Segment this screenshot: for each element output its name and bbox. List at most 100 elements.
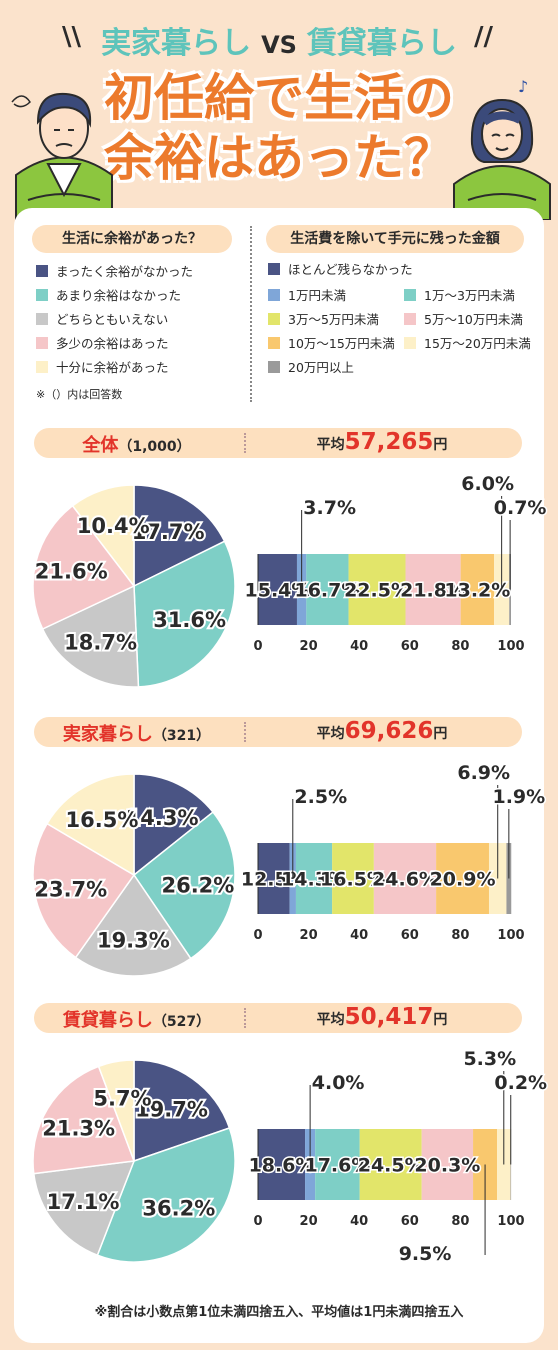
- pie-label: 21.6%: [35, 560, 108, 584]
- stacked-bar-chart: 0 20 40 60 80 100 18.6% 4.0% 17.6%24.5%20.3% 9.5%…: [247, 1047, 549, 1267]
- average-value: 69,626: [344, 718, 434, 744]
- x-tick-label: 60: [401, 928, 419, 943]
- header-vs: VS: [261, 31, 297, 59]
- pie-slice: [74, 873, 192, 977]
- bar-label: 24.5%: [358, 1155, 424, 1177]
- pie-slice: [71, 484, 135, 589]
- bar-label: 17.6%: [304, 1155, 370, 1177]
- main-title-line-1: 初任給で生活の: [104, 69, 454, 127]
- pie-label: 10.4%: [77, 514, 150, 538]
- legend-label: 1万〜3万円未満: [424, 288, 515, 303]
- x-tick-label: 40: [350, 639, 368, 654]
- pie-label: 14.3%: [126, 806, 199, 830]
- x-tick-label: 100: [497, 928, 524, 943]
- x-tick-label: 80: [451, 1214, 469, 1229]
- legend-swatch: [404, 337, 416, 349]
- legend-swatch: [36, 337, 48, 349]
- legend-left-heading: 生活に余裕があった？: [32, 225, 232, 253]
- legend-label: ほとんど残らなかった: [288, 262, 413, 277]
- svg-text:♪: ♪: [518, 80, 528, 96]
- legend-right-item: 10万〜15万円未満: [268, 336, 395, 352]
- bar-label: 12.5%: [241, 869, 307, 891]
- pie-label: 19.3%: [97, 929, 170, 953]
- bar-label: 5.3%: [463, 1048, 516, 1070]
- x-tick-label: 80: [451, 928, 469, 943]
- section-title: 全体（1,000）: [34, 431, 239, 457]
- section-name: 全体: [82, 435, 119, 456]
- average-unit: 円: [433, 726, 448, 742]
- pie-slice: [46, 773, 135, 877]
- pie-label: 23.7%: [34, 878, 107, 902]
- x-tick-label: 0: [253, 639, 262, 654]
- pie-slice: [96, 1127, 236, 1263]
- average-unit: 円: [433, 1012, 448, 1028]
- pie-slice: [32, 504, 136, 631]
- section-title: 賃貸暮らし（527）: [34, 1006, 239, 1032]
- section-header: 賃貸暮らし（527） 平均50,417円: [34, 1003, 522, 1033]
- section-title: 実家暮らし（321）: [34, 720, 239, 746]
- pie-label: 18.7%: [64, 630, 137, 654]
- bar-segment: [421, 1129, 474, 1200]
- average-label: 平均: [316, 437, 345, 453]
- average-label: 平均: [316, 1012, 345, 1028]
- bar-segment: [295, 843, 333, 914]
- x-tick-label: 20: [300, 928, 318, 943]
- section-header: 全体（1,000） 平均57,265円: [34, 428, 522, 458]
- bar-segment: [460, 554, 495, 625]
- x-tick-label: 0: [253, 928, 262, 943]
- bar-segment: [258, 1129, 306, 1200]
- bar-label: 2.5%: [294, 786, 347, 808]
- header-slash-left: \\: [62, 22, 81, 52]
- section-count: （1,000）: [118, 439, 191, 455]
- bar-label: 4.0%: [312, 1072, 365, 1094]
- legend-label: 3万〜5万円未満: [288, 312, 379, 327]
- legend-swatch: [268, 263, 280, 275]
- pie-label: 31.6%: [153, 608, 226, 632]
- pie-slice: [133, 484, 226, 588]
- bar-label: 16.5%: [320, 869, 386, 891]
- bar-label: 0.2%: [494, 1072, 547, 1094]
- legend-swatch: [36, 361, 48, 373]
- legend-right-item: 1万〜3万円未満: [404, 288, 515, 304]
- section-separator: [244, 433, 246, 453]
- pie-slice: [41, 584, 140, 688]
- bar-label: 14.3%: [281, 869, 347, 891]
- legend-label: 5万〜10万円未満: [424, 312, 523, 327]
- bar-segment: [436, 843, 489, 914]
- pie-label: 26.2%: [161, 874, 234, 898]
- legend-left-item: 十分に余裕があった: [36, 360, 169, 376]
- bar-label: 20.9%: [430, 869, 496, 891]
- legend-right-item: 3万〜5万円未満: [268, 312, 379, 328]
- legend-right-item: 1万円未満: [268, 288, 346, 304]
- woman-illustration: ♪: [453, 80, 551, 220]
- bar-label: 6.0%: [461, 473, 514, 495]
- bar-segment: [405, 554, 461, 625]
- x-tick-label: 20: [300, 639, 318, 654]
- legend-left-item: あまり余裕はなかった: [36, 288, 181, 304]
- pie-label: 5.7%: [93, 1086, 151, 1110]
- pie-slice: [97, 1059, 135, 1162]
- legend-right-heading: 生活費を除いて手元に残った金額: [266, 225, 524, 253]
- bar-label: 15.4%: [245, 580, 311, 602]
- main-title-line-2: 余裕はあった？: [104, 129, 454, 187]
- footnote: ※割合は小数点第1位未満四捨五入、平均値は1円未満四捨五入: [94, 1305, 464, 1320]
- legend-left-item: 多少の余裕はあった: [36, 336, 169, 352]
- x-tick-label: 40: [350, 1214, 368, 1229]
- section-count: （321）: [152, 728, 211, 744]
- legend-left-item: まったく余裕がなかった: [36, 264, 193, 280]
- section-separator: [244, 1008, 246, 1028]
- pie-chart: 19.7% 36.2% 17.1% 21.3% 5.7%: [32, 1059, 236, 1263]
- bar-label: 6.9%: [457, 762, 510, 784]
- average-value: 50,417: [344, 1004, 434, 1030]
- pie-slice: [133, 540, 236, 688]
- legend-divider: [250, 226, 252, 402]
- legend-label: まったく余裕がなかった: [56, 264, 194, 279]
- bar-segment: [258, 843, 290, 914]
- average-value: 57,265: [344, 429, 434, 455]
- section-average: 平均57,265円: [252, 429, 512, 455]
- bar-label: 9.5%: [399, 1243, 452, 1265]
- x-tick-label: 60: [401, 1214, 419, 1229]
- bar-label: 20.3%: [414, 1155, 480, 1177]
- legend-label: 10万〜15万円未満: [288, 336, 395, 351]
- section-name: 賃貸暮らし: [62, 1010, 153, 1031]
